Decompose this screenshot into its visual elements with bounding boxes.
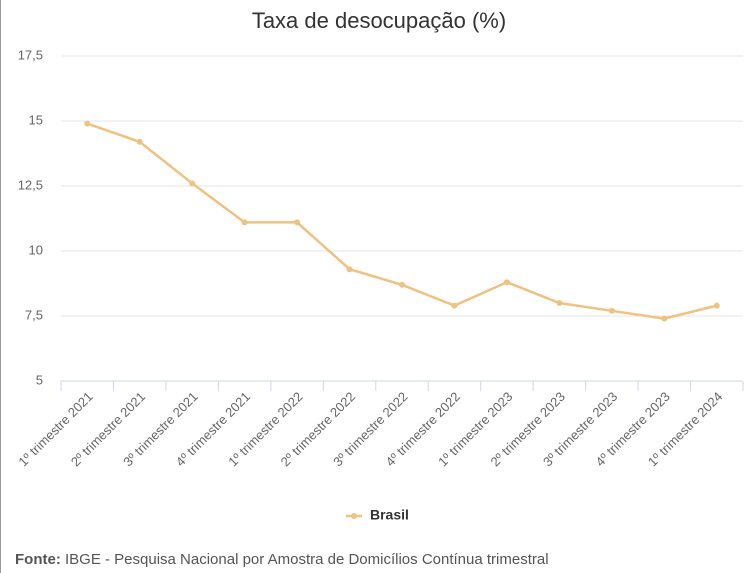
- point: [189, 180, 196, 187]
- y-tick-label: 7,5: [25, 307, 43, 322]
- y-tick-label: 12,5: [18, 177, 43, 192]
- point: [556, 300, 563, 306]
- point: [294, 219, 301, 226]
- point: [84, 120, 91, 127]
- source-text: IBGE - Pesquisa Nacional por Amostra de …: [65, 551, 549, 568]
- source-label: Fonte:: [15, 551, 61, 568]
- chart-title: Taxa de desocupação (%): [252, 8, 506, 33]
- point: [399, 281, 405, 288]
- y-tick-label: 5: [36, 372, 43, 387]
- point: [503, 279, 510, 286]
- y-tick-label: 17,5: [18, 47, 43, 62]
- point: [608, 307, 615, 314]
- legend-label: Brasil: [370, 507, 409, 523]
- point: [451, 302, 458, 309]
- point: [241, 219, 248, 226]
- point: [713, 302, 720, 309]
- y-tick-label: 10: [29, 242, 43, 257]
- legend-marker: [351, 513, 357, 519]
- y-tick-label: 15: [29, 112, 43, 127]
- point: [136, 138, 143, 145]
- source: Fonte: IBGE - Pesquisa Nacional por Amos…: [15, 551, 549, 568]
- point: [346, 266, 353, 273]
- point: [661, 315, 668, 322]
- line: [86, 122, 718, 320]
